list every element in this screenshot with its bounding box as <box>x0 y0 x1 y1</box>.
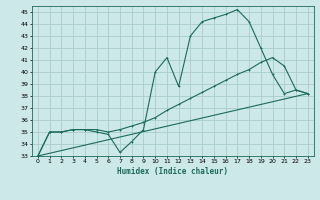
X-axis label: Humidex (Indice chaleur): Humidex (Indice chaleur) <box>117 167 228 176</box>
